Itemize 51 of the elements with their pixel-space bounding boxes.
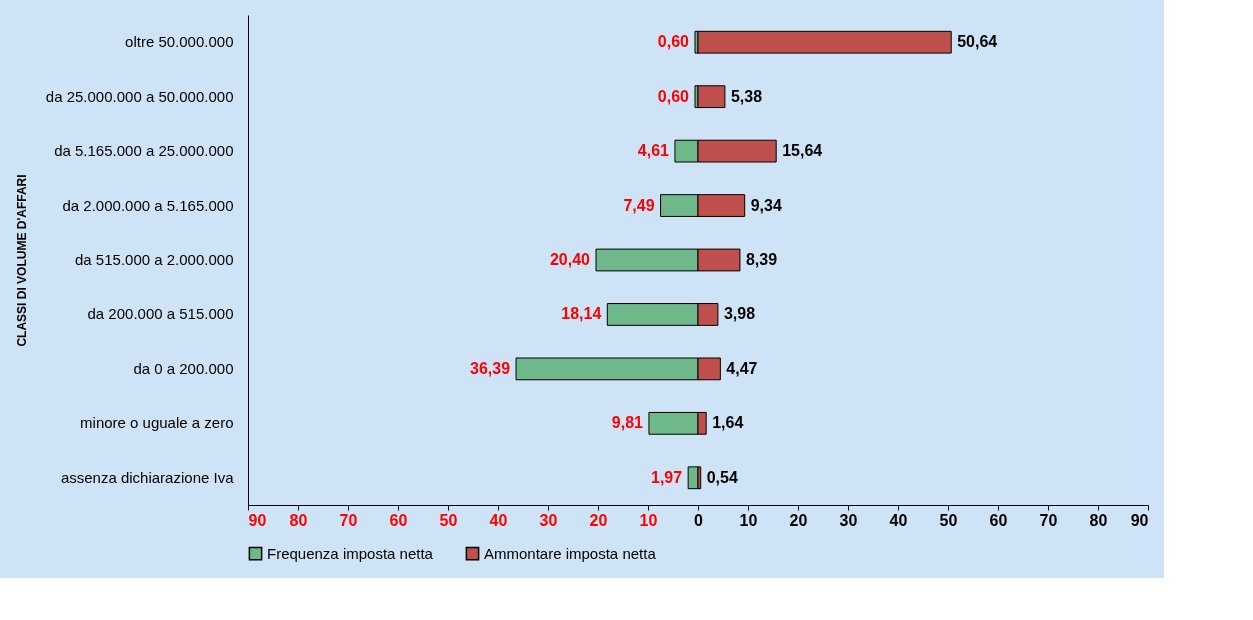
x-tick-label: 50 bbox=[439, 511, 458, 529]
x-tick-label: 80 bbox=[1089, 511, 1108, 529]
x-tick-label: 60 bbox=[389, 511, 408, 529]
data-label: 50,64 bbox=[957, 33, 998, 51]
x-tick-label: 50 bbox=[939, 511, 958, 529]
y-tick-label: da 200.000 a 515.000 bbox=[87, 305, 234, 323]
x-tick-label: 70 bbox=[339, 511, 358, 529]
bar bbox=[697, 85, 726, 109]
x-tick-label: 30 bbox=[539, 511, 558, 529]
y-tick-label: oltre 50.000.000 bbox=[125, 33, 234, 51]
x-tick-label: 0 bbox=[694, 511, 704, 529]
x-tick-label: 10 bbox=[639, 511, 658, 529]
y-tick-label: da 0 a 200.000 bbox=[133, 359, 234, 377]
legend-label: Ammontare imposta netta bbox=[484, 544, 657, 562]
x-tick-label: 80 bbox=[289, 511, 308, 529]
data-label: 3,98 bbox=[723, 305, 756, 323]
x-tick-label: 90 bbox=[1130, 511, 1149, 529]
data-label: 8,39 bbox=[745, 251, 778, 268]
x-tick-label: 40 bbox=[489, 511, 508, 529]
data-label: 18,14 bbox=[561, 305, 602, 323]
data-label: 9,81 bbox=[611, 414, 644, 432]
data-label: 0,54 bbox=[706, 468, 738, 486]
bar bbox=[697, 30, 952, 54]
data-label: 15,64 bbox=[782, 142, 823, 160]
data-label: 1,64 bbox=[712, 414, 744, 432]
data-label: 36,39 bbox=[470, 359, 511, 377]
data-label: 20,40 bbox=[549, 251, 591, 268]
y-tick-label: da 5.165.000 a 25.000.000 bbox=[54, 142, 234, 160]
x-tick-label: 30 bbox=[839, 511, 858, 529]
x-tick-label: 70 bbox=[1039, 511, 1058, 529]
legend-label: Frequenza imposta netta bbox=[267, 544, 434, 562]
data-label: 4,47 bbox=[726, 359, 758, 377]
data-label: 4,61 bbox=[637, 142, 670, 160]
y-tick-label: assenza dichiarazione Iva bbox=[60, 468, 235, 486]
x-tick-label: 40 bbox=[889, 511, 908, 529]
data-label: 0,60 bbox=[657, 33, 690, 51]
y-axis-title: CLASSI DI VOLUME D'AFFARI bbox=[14, 174, 29, 347]
x-tick-label: 20 bbox=[589, 511, 608, 529]
data-label: 9,34 bbox=[750, 196, 782, 214]
x-tick-label: 20 bbox=[789, 511, 808, 529]
x-tick-label: 10 bbox=[739, 511, 758, 529]
data-label: 0,60 bbox=[657, 87, 690, 105]
x-tick-label: 90 bbox=[248, 511, 267, 529]
data-label: 1,97 bbox=[651, 468, 683, 486]
y-tick-label: da 2.000.000 a 5.165.000 bbox=[62, 196, 234, 214]
data-label: 7,49 bbox=[623, 196, 655, 214]
y-tick-label: da 515.000 a 2.000.000 bbox=[75, 251, 234, 268]
x-tick-label: 60 bbox=[989, 511, 1008, 529]
y-tick-label: minore o uguale a zero bbox=[80, 414, 234, 432]
y-tick-label: da 25.000.000 a 50.000.000 bbox=[45, 87, 234, 105]
data-label: 5,38 bbox=[730, 87, 763, 105]
